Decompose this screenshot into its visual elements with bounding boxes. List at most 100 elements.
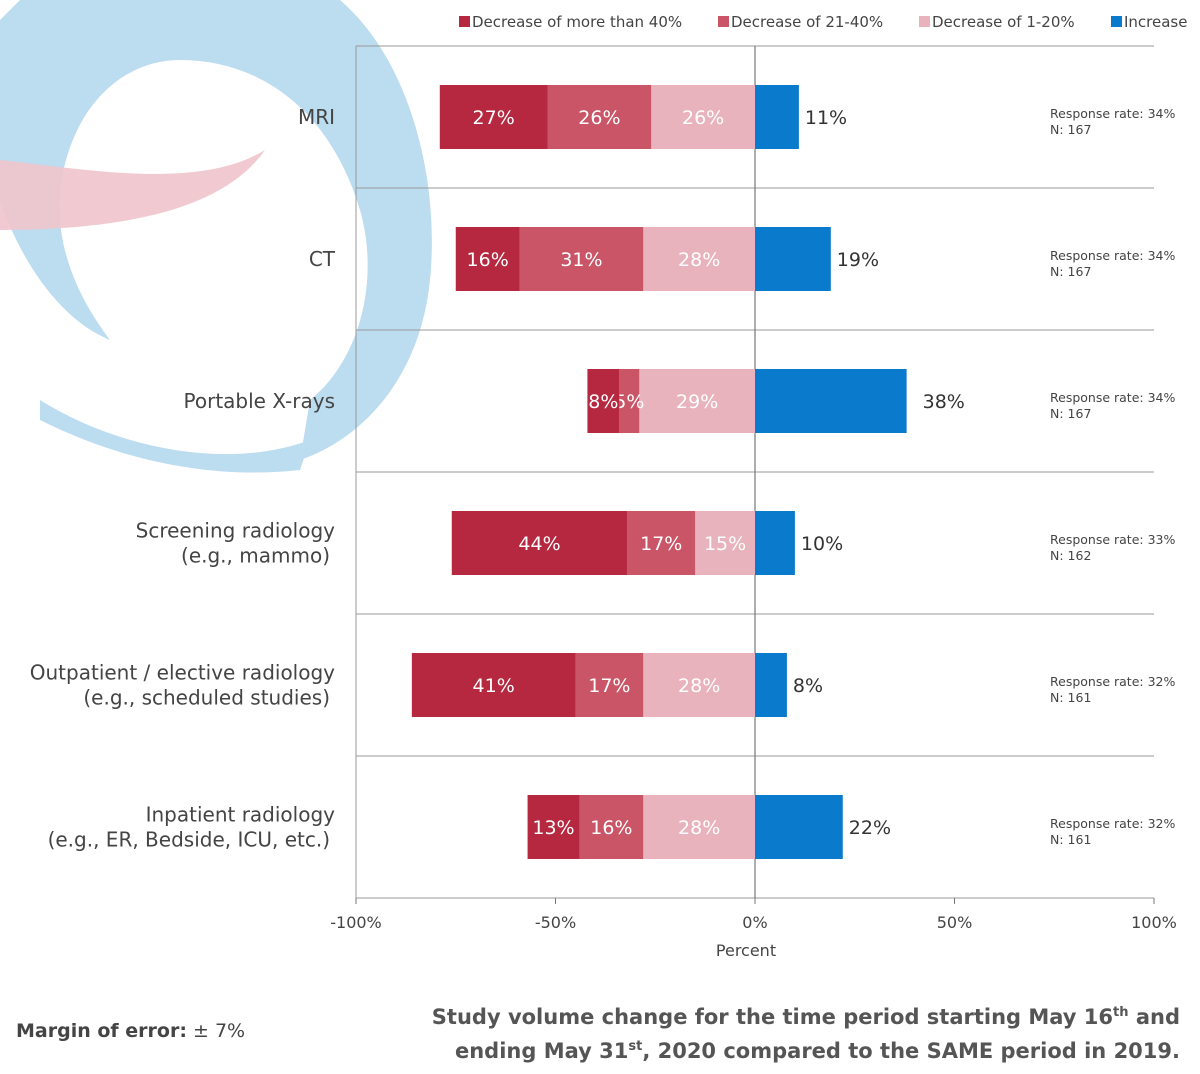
bar-value-label: 26%	[578, 107, 620, 129]
x-axis: -100% -50% 0% 50% 100% Percent	[330, 46, 1177, 960]
bar-value-label: 16%	[467, 249, 509, 271]
response-rate-text: Response rate: 32%	[1050, 816, 1175, 831]
bar-segment	[695, 511, 755, 575]
margin-of-error-label: Margin of error:	[16, 1020, 187, 1042]
category-label: Inpatient radiology	[146, 803, 336, 827]
bar-value-label: 22%	[849, 817, 891, 839]
response-rate-text: Response rate: 34%	[1050, 106, 1175, 121]
chart-footnote-title: Study volume change for the time period …	[320, 998, 1180, 1066]
x-axis-label: Percent	[716, 941, 776, 960]
footnote-line2-sup: st	[628, 1039, 643, 1054]
margin-of-error: Margin of error: ± 7%	[16, 1020, 245, 1042]
bar-value-label: 29%	[676, 391, 718, 413]
bar-value-label: 11%	[805, 107, 847, 129]
bar-segment	[755, 795, 843, 859]
category-label: MRI	[298, 105, 335, 129]
legend-label: Decrease of more than 40%	[472, 13, 682, 31]
bar-segment	[651, 85, 755, 149]
bar-segment	[411, 653, 576, 717]
bar-segment	[587, 369, 620, 433]
legend-swatch	[1111, 16, 1122, 27]
response-rate-text: Response rate: 34%	[1050, 390, 1175, 405]
category-label: (e.g., ER, Bedside, ICU, etc.)	[48, 828, 330, 852]
response-rate-text: Response rate: 32%	[1050, 674, 1175, 689]
category-label: (e.g., scheduled studies)	[83, 686, 330, 710]
watermark-logo	[0, 0, 432, 473]
sample-size-text: N: 167	[1050, 264, 1091, 279]
bar-segment	[575, 653, 644, 717]
bar-value-label: 38%	[923, 391, 965, 413]
bar-segment	[643, 227, 755, 291]
bar-value-label: 27%	[473, 107, 515, 129]
bar-value-label: 8%	[588, 391, 618, 413]
legend-label: Decrease of 21-40%	[731, 13, 883, 31]
legend-label: Increase	[1124, 13, 1187, 31]
category-label: Portable X-rays	[184, 389, 335, 413]
bars: 26%26%27% 11%28%31%16% 19%29%5%8% 38%15%17%…	[411, 85, 965, 859]
footnote-line1-end: and	[1128, 1005, 1180, 1029]
footnote-line1-text: Study volume change for the time period …	[431, 1005, 1114, 1029]
bar-segment	[547, 85, 652, 149]
sample-size-text: N: 167	[1050, 406, 1091, 421]
sample-size-text: N: 162	[1050, 548, 1091, 563]
x-tick-label: 50%	[937, 913, 973, 932]
bar-value-label: 15%	[704, 533, 746, 555]
bar-value-label: 8%	[793, 675, 823, 697]
legend: Decrease of more than 40% Decrease of 21-…	[459, 13, 1187, 31]
bar-segment	[755, 511, 795, 575]
bar-segment	[643, 653, 755, 717]
bar-segment	[451, 511, 628, 575]
footnote-line1-sup: th	[1113, 1005, 1129, 1020]
bar-segment	[755, 85, 799, 149]
x-tick-label: 100%	[1131, 913, 1177, 932]
x-tick-label: 0%	[742, 913, 767, 932]
legend-swatch	[459, 16, 470, 27]
category-label: (e.g., mammo)	[181, 544, 330, 568]
bar-value-label: 19%	[837, 249, 879, 271]
bar-segment	[527, 795, 580, 859]
x-tick-label: -50%	[535, 913, 576, 932]
legend-swatch	[919, 16, 930, 27]
sample-size-text: N: 161	[1050, 832, 1091, 847]
bar-value-label: 17%	[588, 675, 630, 697]
legend-label: Decrease of 1-20%	[932, 13, 1075, 31]
bar-value-label: 28%	[678, 249, 720, 271]
bar-value-label: 26%	[682, 107, 724, 129]
bar-value-label: 41%	[473, 675, 515, 697]
bar-segment	[519, 227, 644, 291]
bar-segment	[639, 369, 755, 433]
category-label: Outpatient / elective radiology	[30, 661, 335, 685]
bar-segment	[455, 227, 520, 291]
footnote-line2-text: ending May 31	[454, 1039, 629, 1063]
sample-size-text: N: 161	[1050, 690, 1091, 705]
bar-segment	[643, 795, 755, 859]
footnote-line2-end: , 2020 compared to the SAME period in 20…	[642, 1039, 1180, 1063]
response-rate-text: Response rate: 34%	[1050, 248, 1175, 263]
bar-value-label: 10%	[801, 533, 843, 555]
response-rate-text: Response rate: 33%	[1050, 532, 1175, 547]
legend-swatch	[718, 16, 729, 27]
sample-size-text: N: 167	[1050, 122, 1091, 137]
bar-segment	[755, 653, 787, 717]
bar-value-label: 17%	[640, 533, 682, 555]
bar-segment	[579, 795, 644, 859]
bar-value-label: 31%	[560, 249, 602, 271]
bar-value-label: 13%	[532, 817, 574, 839]
margin-of-error-value: ± 7%	[192, 1020, 246, 1042]
bar-value-label: 5%	[614, 391, 644, 413]
chart: -100% -50% 0% 50% 100% Percent 26% 26% 27% 11% 28…	[0, 0, 1187, 960]
bar-value-label: 16%	[590, 817, 632, 839]
category-label: Screening radiology	[136, 519, 336, 543]
bar-value-label: 28%	[678, 817, 720, 839]
bar-segment	[439, 85, 548, 149]
x-tick-label: -100%	[330, 913, 382, 932]
category-label: CT	[309, 247, 336, 271]
bar-value-label: 44%	[518, 533, 560, 555]
bar-segment	[619, 369, 640, 433]
bar-segment	[755, 369, 907, 433]
bar-value-label: 28%	[678, 675, 720, 697]
bar-segment	[755, 227, 831, 291]
bar-segment	[627, 511, 696, 575]
